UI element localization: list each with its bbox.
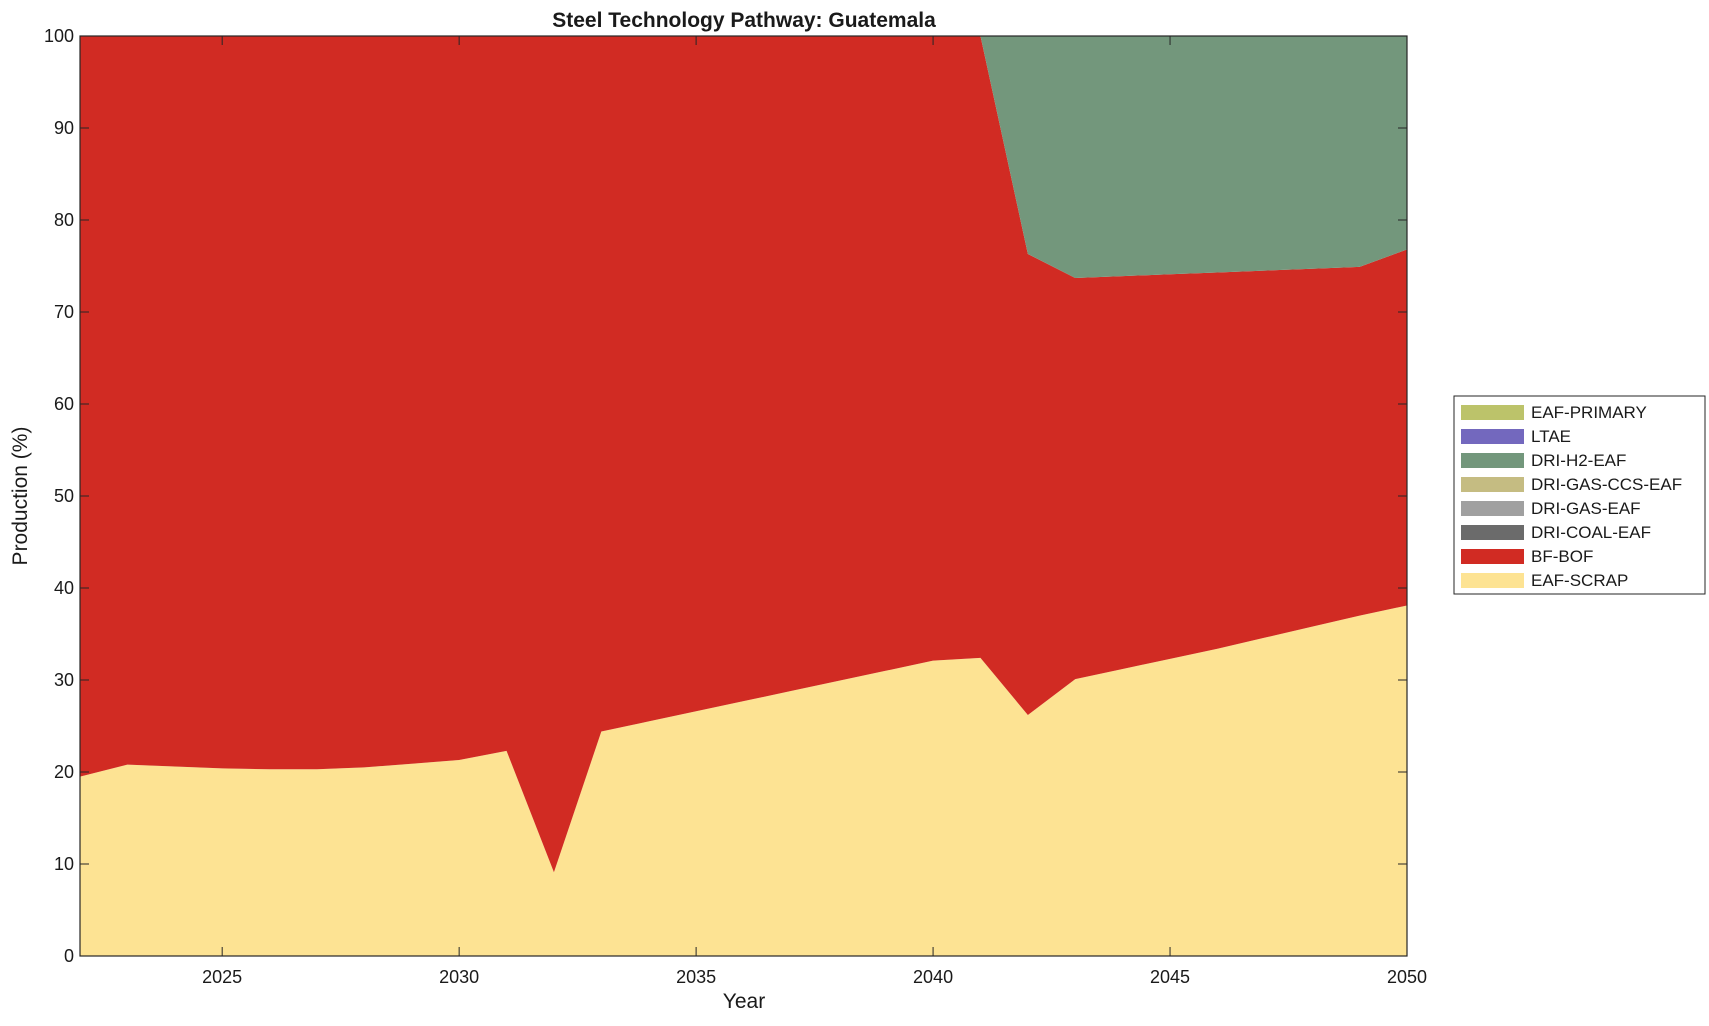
y-tick-label: 40 xyxy=(54,578,74,598)
legend-label-ltae: LTAE xyxy=(1531,427,1571,446)
y-tick-label: 80 xyxy=(54,210,74,230)
legend-swatch-eaf-scrap xyxy=(1461,573,1524,588)
area-dri-h2-eaf xyxy=(80,36,1407,278)
legend-label-eaf-scrap: EAF-SCRAP xyxy=(1531,571,1628,590)
x-tick-label: 2035 xyxy=(676,967,716,987)
y-tick-label: 50 xyxy=(54,486,74,506)
legend-label-dri-gas-ccs-eaf: DRI-GAS-CCS-EAF xyxy=(1531,475,1682,494)
legend-swatch-bf-bof xyxy=(1461,549,1524,564)
y-tick-label: 10 xyxy=(54,854,74,874)
legend-swatch-eaf-primary xyxy=(1461,405,1524,420)
x-tick-label: 2050 xyxy=(1387,967,1427,987)
legend-label-dri-gas-eaf: DRI-GAS-EAF xyxy=(1531,499,1641,518)
y-tick-label: 100 xyxy=(44,26,74,46)
x-tick-label: 2040 xyxy=(913,967,953,987)
y-tick-label: 20 xyxy=(54,762,74,782)
legend-swatch-ltae xyxy=(1461,429,1524,444)
chart-title: Steel Technology Pathway: Guatemala xyxy=(552,9,936,32)
x-axis-label: Year xyxy=(723,990,765,1013)
area-eaf-scrap xyxy=(80,605,1407,956)
y-axis-label: Production (%) xyxy=(9,427,32,566)
y-tick-label: 70 xyxy=(54,302,74,322)
y-tick-label: 0 xyxy=(64,946,74,966)
legend-label-bf-bof: BF-BOF xyxy=(1531,547,1593,566)
legend-swatch-dri-h2-eaf xyxy=(1461,453,1524,468)
x-tick-label: 2045 xyxy=(1150,967,1190,987)
x-tick-label: 2025 xyxy=(202,967,242,987)
x-tick-label: 2030 xyxy=(439,967,479,987)
area-bf-bof xyxy=(80,36,1407,873)
legend-swatch-dri-gas-ccs-eaf xyxy=(1461,477,1524,492)
y-tick-label: 60 xyxy=(54,394,74,414)
axis-ticks-group: 2025 2030 2035 2040 2045 20500102030405060708… xyxy=(44,26,1427,987)
legend: EAF-PRIMARY LTAE DRI-H2-EAF DRI-GAS-CCS-EAF… xyxy=(1453,395,1706,595)
legend-label-dri-h2-eaf: DRI-H2-EAF xyxy=(1531,451,1626,470)
area-series-group xyxy=(80,36,1407,956)
legend-label-dri-coal-eaf: DRI-COAL-EAF xyxy=(1531,523,1651,542)
legend-swatch-dri-gas-eaf xyxy=(1461,501,1524,516)
legend-swatch-dri-coal-eaf xyxy=(1461,525,1524,540)
y-tick-label: 90 xyxy=(54,118,74,138)
y-tick-label: 30 xyxy=(54,670,74,690)
legend-label-eaf-primary: EAF-PRIMARY xyxy=(1531,403,1647,422)
